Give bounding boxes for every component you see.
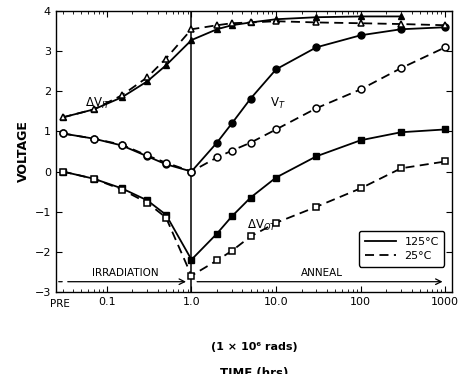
- Text: V$_T$: V$_T$: [270, 96, 286, 111]
- Legend: 125°C, 25°C: 125°C, 25°C: [359, 231, 445, 267]
- Text: TIME (hrs): TIME (hrs): [220, 367, 288, 374]
- Text: PRE: PRE: [50, 299, 70, 309]
- Text: IRRADIATION: IRRADIATION: [92, 269, 158, 279]
- Text: ANNEAL: ANNEAL: [301, 269, 343, 279]
- Text: ΔV$_{IT}$: ΔV$_{IT}$: [85, 96, 111, 111]
- Y-axis label: VOLTAGE: VOLTAGE: [17, 120, 30, 183]
- Text: (1 × 10⁶ rads): (1 × 10⁶ rads): [211, 342, 297, 352]
- Text: ΔV$_{OT}$: ΔV$_{OT}$: [247, 217, 277, 233]
